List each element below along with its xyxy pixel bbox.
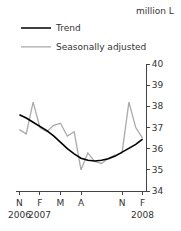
svg-text:N: N: [16, 198, 23, 208]
svg-text:38: 38: [152, 101, 164, 111]
svg-text:2006: 2006: [8, 210, 31, 220]
svg-text:F: F: [37, 198, 42, 208]
svg-text:F: F: [140, 198, 145, 208]
svg-text:A: A: [78, 198, 85, 208]
svg-text:M: M: [57, 198, 65, 208]
svg-text:35: 35: [152, 165, 163, 175]
svg-text:40: 40: [152, 59, 164, 69]
svg-text:34: 34: [152, 186, 164, 196]
svg-text:2007: 2007: [28, 210, 51, 220]
svg-text:Trend: Trend: [55, 23, 81, 33]
svg-text:36: 36: [152, 144, 164, 154]
svg-text:37: 37: [152, 123, 163, 133]
svg-text:39: 39: [152, 80, 164, 90]
svg-text:N: N: [119, 198, 126, 208]
svg-text:2008: 2008: [131, 210, 154, 220]
svg-text:million L: million L: [136, 6, 174, 16]
svg-text:Seasonally adjusted: Seasonally adjusted: [56, 42, 146, 52]
